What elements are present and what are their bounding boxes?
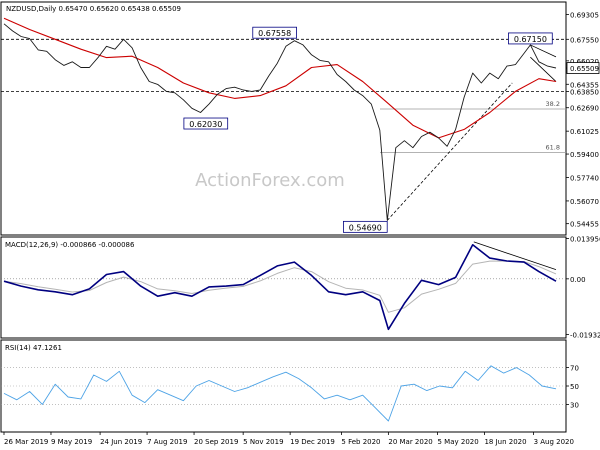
x-axis-tick-label: 9 May 2019 xyxy=(51,438,92,446)
x-axis-tick-label: 5 Nov 2019 xyxy=(243,438,283,446)
macd-axis-tick-label: -0.019325 xyxy=(570,332,600,340)
x-axis-tick-label: 7 Aug 2019 xyxy=(147,438,187,446)
price-line xyxy=(3,23,557,221)
rsi-line xyxy=(3,365,557,422)
trendline xyxy=(530,56,557,82)
price-annotation-box xyxy=(252,26,297,39)
x-axis-tick-label: 26 Mar 2019 xyxy=(4,438,48,446)
x-axis-tick-label: 20 Sep 2019 xyxy=(194,438,238,446)
price-title: NZDUSD,Daily 0.65470 0.65620 0.65438 0.6… xyxy=(6,5,181,13)
price-axis-tick-label: 0.57740 xyxy=(570,174,599,182)
x-axis-tick-label: 20 Mar 2020 xyxy=(388,438,432,446)
price-axis-tick-label: 0.63850 xyxy=(570,88,599,96)
macd-panel: MACD(12,26,9) -0.000866 -0.000086 0.01395… xyxy=(0,236,600,340)
fib-label: 61.8 xyxy=(546,143,560,151)
price-annotation: 0.67558 xyxy=(258,29,291,38)
macd-axis-tick-label: 0.013956 xyxy=(570,236,600,244)
macd-axis-tick-label: 0.00 xyxy=(570,276,586,284)
rsi-title: RSI(14) 47.1261 xyxy=(5,344,62,352)
x-axis-tick-label: 5 May 2020 xyxy=(437,438,478,446)
price-axis-tick-label: 0.62690 xyxy=(570,105,599,113)
trendline xyxy=(530,44,557,58)
x-axis-tick-label: 3 Aug 2020 xyxy=(534,438,574,446)
x-axis-tick-label: 5 Feb 2020 xyxy=(341,438,380,446)
macd-signal-line xyxy=(3,260,557,313)
price-frame xyxy=(0,1,567,236)
price-axis-tick-label: 0.69305 xyxy=(570,12,599,20)
price-annotation-box xyxy=(183,117,229,130)
x-axis-tick-label: 19 Dec 2019 xyxy=(290,438,335,446)
price-annotation-box xyxy=(508,32,553,45)
price-axis-tick-label: 0.56070 xyxy=(570,198,599,206)
rsi-axis-tick-label: 30 xyxy=(570,401,579,409)
x-axis-tick-label: 24 Jun 2019 xyxy=(100,438,142,446)
price-annotation-box xyxy=(343,220,388,233)
price-panel: NZDUSD,Daily 0.65470 0.65620 0.65438 0.6… xyxy=(0,1,600,236)
rsi-axis-tick-label: 70 xyxy=(570,365,579,373)
price-axis-tick-label: 0.67550 xyxy=(570,36,599,44)
price-axis-tick-label: 0.64355 xyxy=(570,81,599,89)
price-annotation: 0.62030 xyxy=(189,120,222,129)
rsi-panel: RSI(14) 47.1261 70 50 30 xyxy=(0,339,579,433)
price-axis-tick-label: 0.65509 xyxy=(570,65,599,73)
moving-average-line xyxy=(3,17,557,139)
price-annotation: 0.67150 xyxy=(514,35,547,44)
price-axis-tick-label: 0.59400 xyxy=(570,151,599,159)
macd-line xyxy=(3,244,557,331)
current-price-tag-box xyxy=(566,62,600,74)
fib-label: 38.2 xyxy=(546,100,560,108)
price-axis-tick-label: 0.54455 xyxy=(570,221,599,229)
x-axis-tick-label: 18 Jun 2020 xyxy=(484,438,526,446)
price-annotation: 0.54690 xyxy=(349,223,382,232)
watermark: ActionForex.com xyxy=(195,170,345,191)
trendline xyxy=(387,82,513,221)
rsi-axis-tick-label: 50 xyxy=(570,383,579,391)
macd-title: MACD(12,26,9) -0.000866 -0.000086 xyxy=(5,241,135,249)
x-axis: 26 Mar 2019 9 May 2019 24 Jun 2019 7 Aug 20… xyxy=(3,432,574,446)
macd-frame xyxy=(0,236,567,339)
price-axis-tick-label: 0.61025 xyxy=(570,128,599,136)
macd-trendline xyxy=(473,241,557,270)
price-axis-tick-label: 0.66020 xyxy=(570,58,599,66)
